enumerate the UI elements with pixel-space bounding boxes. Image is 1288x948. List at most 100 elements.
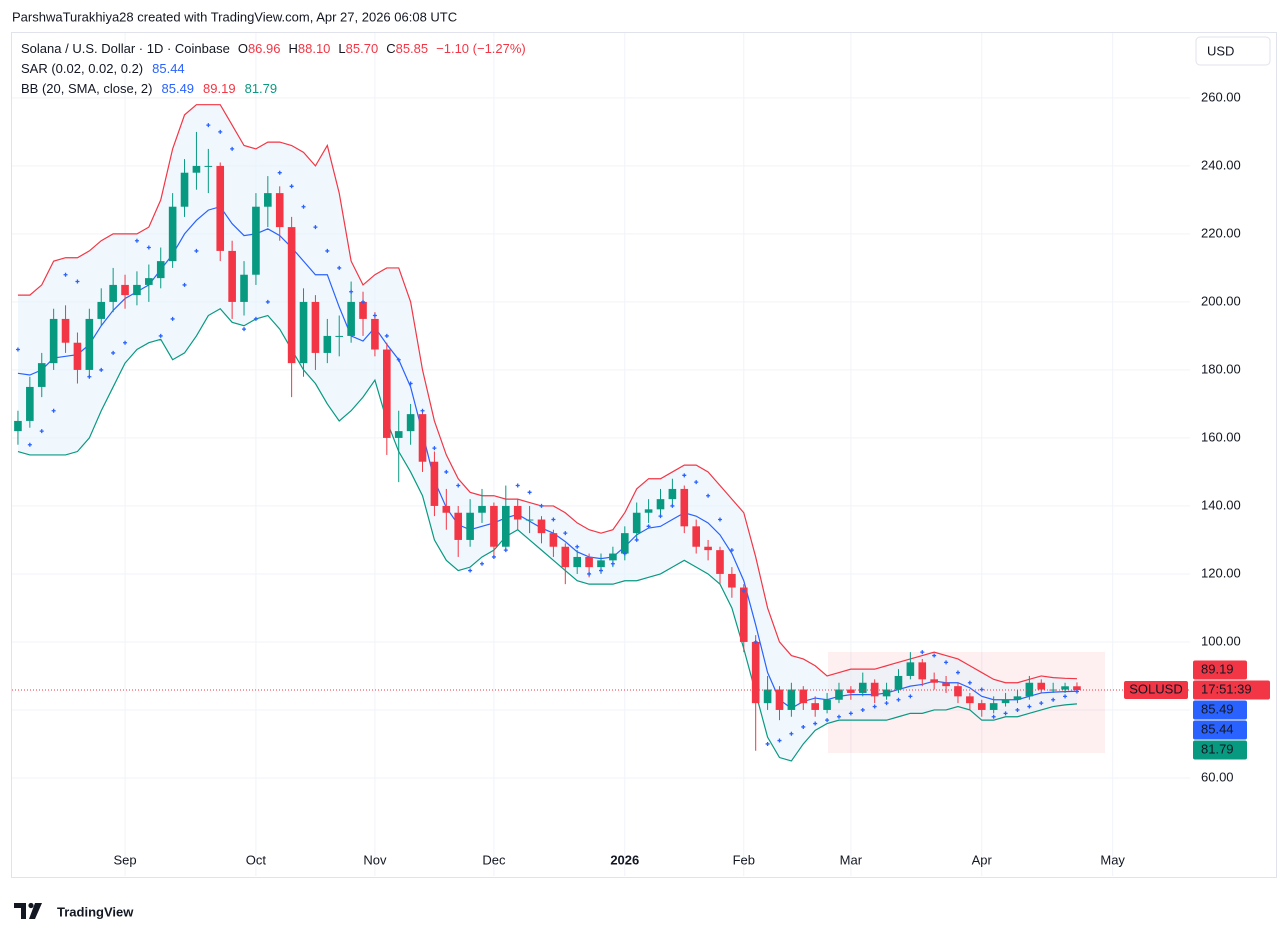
candle-body	[121, 284, 129, 296]
candle-body	[716, 550, 724, 574]
sar-dot	[729, 548, 734, 553]
sar-dot	[944, 660, 949, 665]
candle-body	[97, 301, 106, 319]
candle-body	[882, 689, 891, 697]
sar-dot	[170, 316, 175, 321]
indicator-value: 89.19	[203, 81, 236, 96]
candle-body	[597, 560, 605, 568]
sar-dot	[955, 670, 960, 675]
sar-dot	[1015, 707, 1020, 712]
band-fill	[17, 104, 1077, 761]
candle-body	[406, 414, 415, 432]
brand-logo: TradingView	[14, 902, 134, 919]
sar-dot	[384, 333, 389, 338]
sar-dot	[777, 738, 782, 743]
sar-dot	[396, 357, 401, 362]
candle-body	[311, 301, 320, 353]
sar-dot	[265, 299, 270, 304]
value-badge-label: 89.19	[1201, 661, 1234, 676]
sar-dot	[372, 313, 377, 318]
candle-body	[799, 689, 808, 704]
candle-body	[680, 488, 689, 527]
candle-body	[168, 206, 177, 262]
candle-body	[430, 461, 439, 506]
candle-body	[847, 689, 855, 693]
sar-dot	[420, 408, 425, 413]
sar-dot	[289, 184, 294, 189]
sar-dot	[527, 490, 532, 495]
sar-dot	[694, 480, 699, 485]
sar-dot	[444, 469, 449, 474]
candle-body	[418, 414, 427, 462]
y-tick-label: 60.00	[1201, 769, 1234, 784]
candle-body	[787, 689, 796, 710]
x-tick-label: Dec	[482, 852, 506, 867]
candle-body	[513, 505, 522, 520]
candle-body	[240, 274, 248, 302]
sar-dot	[75, 279, 80, 284]
candle-body	[942, 682, 950, 687]
candle-body	[894, 675, 903, 690]
sar-dot	[349, 289, 354, 294]
sar-dot	[242, 327, 247, 332]
candle-body	[299, 301, 308, 364]
indicator-name: BB (20, SMA, close, 2)	[21, 81, 153, 96]
sar-dot	[587, 571, 592, 576]
sar-dot	[1039, 701, 1044, 706]
currency[interactable]: USD	[1207, 43, 1234, 58]
ohlc-key: O	[238, 41, 248, 56]
sar-dot	[717, 517, 722, 522]
candle-body	[525, 519, 534, 521]
ohlc-value: 85.70	[346, 41, 379, 56]
sar-dot	[646, 524, 651, 529]
candle-body	[26, 386, 34, 421]
candle-body	[775, 689, 784, 710]
candle-body	[478, 505, 486, 513]
candle-body	[1061, 686, 1069, 690]
sar-dot	[361, 299, 366, 304]
legend-line: Solana / U.S. Dollar · 1D · Coinbase O86.…	[21, 41, 526, 56]
x-tick-label: Mar	[840, 852, 863, 867]
candle-body	[644, 509, 653, 513]
legend-line: SAR (0.02, 0.02, 0.2) 85.44	[21, 61, 185, 76]
candle-body	[906, 662, 915, 676]
candle-body	[573, 556, 582, 568]
sar-dot	[111, 350, 116, 355]
sar-dot	[468, 568, 473, 573]
candle-body	[192, 165, 201, 173]
sar-dot	[825, 718, 830, 723]
candle-body	[335, 335, 344, 337]
candle-body	[739, 587, 748, 642]
candle-body	[609, 553, 617, 561]
sar-dot	[1027, 704, 1032, 709]
y-tick-label: 160.00	[1201, 429, 1241, 444]
candle-body	[1025, 682, 1034, 697]
currency-button[interactable]	[1195, 36, 1271, 66]
ohlc-key: H	[288, 41, 297, 56]
sar-dot	[27, 442, 32, 447]
sar-dot	[896, 697, 901, 702]
sar-dot	[658, 514, 663, 519]
symbol-label: SOLUSD	[1129, 681, 1182, 696]
sar-dot	[99, 367, 104, 372]
y-tick-label: 120.00	[1201, 565, 1241, 580]
candle-body	[585, 556, 593, 568]
sar-dot	[551, 517, 556, 522]
sar-dot	[860, 707, 865, 712]
indicator-line	[17, 104, 1077, 684]
sar-dot	[230, 146, 235, 151]
indicator-value: 85.44	[152, 61, 185, 76]
sar-dot	[741, 588, 746, 593]
y-tick-label: 140.00	[1201, 497, 1241, 512]
candle-body	[61, 318, 70, 343]
candle-body	[620, 533, 629, 554]
candle-body	[561, 546, 570, 568]
sar-dot	[670, 503, 675, 508]
sar-dot	[218, 129, 223, 134]
candle-body	[275, 193, 284, 228]
sar-dot	[123, 340, 128, 345]
sar-dot	[967, 680, 972, 685]
brand: TradingView	[57, 904, 134, 919]
countdown-label: 17:51:39	[1201, 681, 1252, 696]
